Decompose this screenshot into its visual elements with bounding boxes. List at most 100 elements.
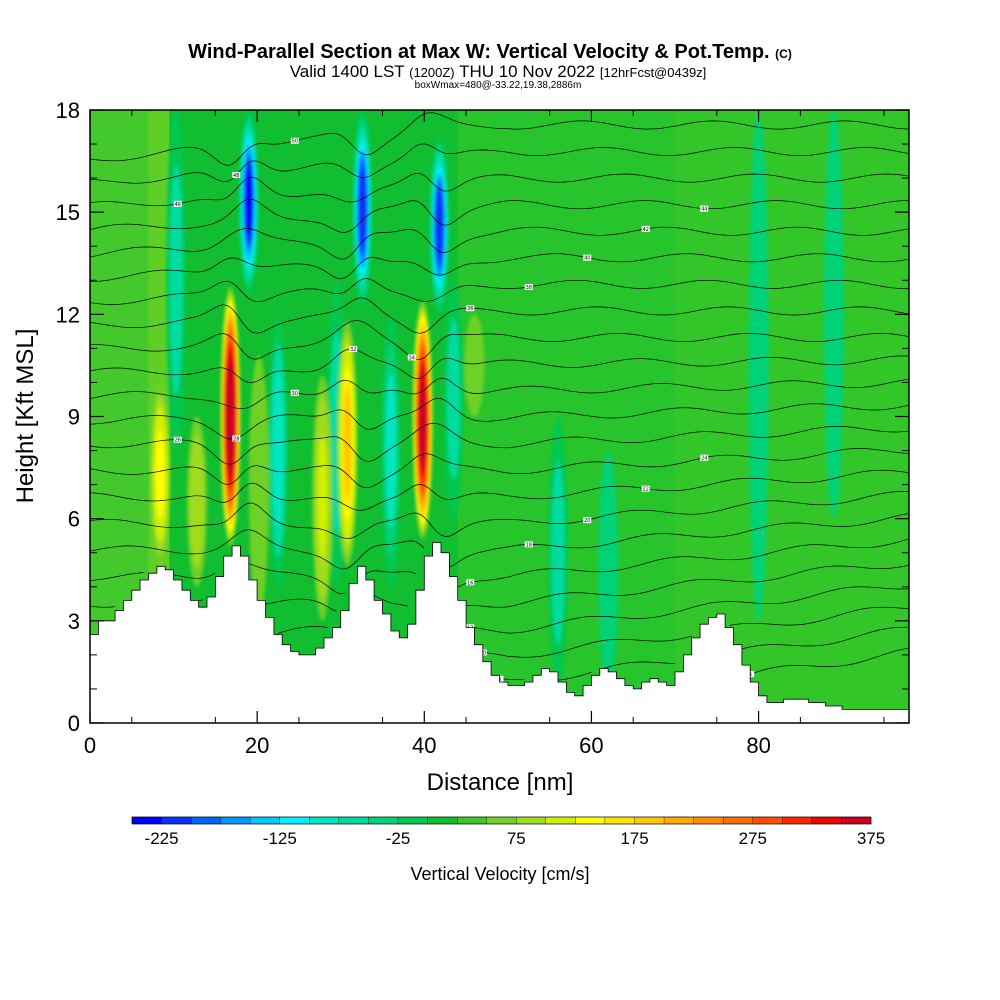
downdraft-core-level	[598, 450, 619, 689]
colorbar-swatch	[338, 816, 369, 825]
updraft-core-7	[464, 314, 485, 417]
colorbar-swatch	[279, 816, 310, 825]
theta-label-box	[349, 346, 358, 353]
theta-contour-40	[90, 253, 909, 282]
theta-label-box	[466, 305, 475, 312]
theta-contour-44	[90, 198, 909, 233]
y-tick-label: 18	[56, 98, 80, 123]
updraft-core-0	[220, 287, 241, 546]
colorbar-tick-label: 375	[857, 829, 885, 848]
colorbar-swatch	[604, 816, 635, 825]
downdraft-core-level	[823, 110, 844, 519]
colorbar-frame	[131, 816, 872, 825]
theta-contour-32	[90, 348, 909, 383]
colorbar-swatch	[190, 816, 221, 825]
colorbar-swatch	[723, 816, 753, 825]
colorbar-swatch	[368, 816, 399, 825]
colorbar-swatch	[161, 816, 192, 825]
downdraft-core-4	[268, 314, 289, 587]
downdraft-core-3	[166, 110, 187, 451]
theta-label-box	[290, 389, 299, 396]
theta-label-box	[173, 436, 182, 443]
theta-contour-10	[482, 606, 909, 658]
theta-label-box	[232, 172, 241, 179]
colorbar-tick-label: 175	[620, 829, 648, 848]
colorbar-tick-label: -25	[386, 829, 411, 848]
theta-contour-6	[750, 647, 909, 675]
theta-contour-label: 36	[467, 306, 473, 312]
theta-contour-label: 16	[467, 580, 473, 586]
downdraft-core-level	[169, 165, 183, 396]
theta-contour-label: 42	[643, 227, 649, 233]
theta-contour-label: 32	[350, 347, 356, 353]
colorbar-swatch	[752, 816, 783, 825]
updraft-core-level	[467, 330, 481, 400]
colorbar-swatch	[220, 816, 251, 825]
colorbar-swatch	[397, 816, 428, 825]
theta-contour-label: 28	[233, 436, 239, 442]
colorbar-swatch	[693, 816, 724, 825]
downdraft-core-6	[380, 314, 401, 587]
theta-label-box	[583, 517, 592, 524]
colorbar-swatch	[131, 816, 162, 825]
colorbar-swatch	[486, 816, 517, 825]
x-tick-label: 0	[84, 733, 96, 758]
field-band-2	[457, 110, 550, 723]
y-tick-label: 3	[68, 609, 80, 634]
colorbar-swatch	[545, 816, 576, 825]
theta-contour-16	[90, 538, 909, 595]
downdraft-core-7	[443, 280, 464, 519]
theta-label-box	[583, 254, 592, 261]
colorbar-title: Vertical Velocity [cm/s]	[410, 864, 589, 884]
theta-contour-label: 40	[584, 256, 590, 262]
colorbar: -225 -125 -25 75 175 275 375	[131, 816, 885, 848]
x-tick-label: 60	[579, 733, 603, 758]
colorbar-swatch	[634, 816, 665, 825]
downdraft-core-0	[238, 110, 259, 294]
theta-contour-22	[90, 469, 909, 511]
theta-contour-28	[90, 398, 909, 440]
theta-contour-label: 34	[409, 355, 415, 361]
downdraft-core-level	[245, 163, 253, 241]
updraft-core-1	[412, 300, 433, 540]
x-tick-label: 20	[245, 733, 269, 758]
field-bands	[90, 110, 909, 723]
downdraft-core-level	[447, 319, 461, 480]
theta-label-box	[290, 137, 299, 144]
x-tick-label: 40	[412, 733, 436, 758]
colorbar-tick-label: -225	[145, 829, 179, 848]
theta-contour-label: 38	[526, 285, 532, 291]
colorbar-tick-label: 275	[739, 829, 767, 848]
theta-contour-label: 22	[643, 487, 649, 493]
updraft-core-level	[226, 366, 234, 467]
downdraft-core-level	[551, 460, 565, 645]
theta-contour-label: 46	[175, 202, 181, 208]
colorbar-tick-label: 75	[507, 829, 526, 848]
theta-contour-12	[277, 586, 909, 634]
theta-contour-30	[90, 377, 909, 410]
theta-contour-42	[90, 226, 909, 260]
colorbar-swatch	[782, 816, 813, 825]
colorbar-swatch	[841, 816, 872, 825]
y-tick-label: 12	[56, 302, 80, 327]
theta-contour-label: 50	[292, 139, 298, 145]
downdraft-core-level	[435, 187, 444, 264]
theta-contour-50	[90, 112, 909, 166]
x-tick-label: 80	[746, 733, 770, 758]
theta-contour-label: 30	[292, 391, 298, 397]
downdraft-core-2	[429, 137, 450, 315]
colorbar-swatch	[575, 816, 606, 825]
theta-label-box	[173, 200, 182, 207]
theta-contour-48	[90, 143, 909, 184]
y-tick-label: 15	[56, 200, 80, 225]
y-axis-label: Height [Kft MSL]	[12, 329, 39, 504]
updraft-core-level	[252, 397, 266, 572]
chart-title-suffix: (C)	[775, 47, 792, 61]
colorbar-swatch	[663, 816, 694, 825]
theta-contour-label: 48	[233, 173, 239, 179]
chart-title: Wind-Parallel Section at Max W: Vertical…	[188, 41, 792, 63]
downdraft-core-level	[748, 110, 769, 621]
theta-label-box	[524, 283, 533, 290]
theta-contour-label: 18	[526, 542, 532, 548]
